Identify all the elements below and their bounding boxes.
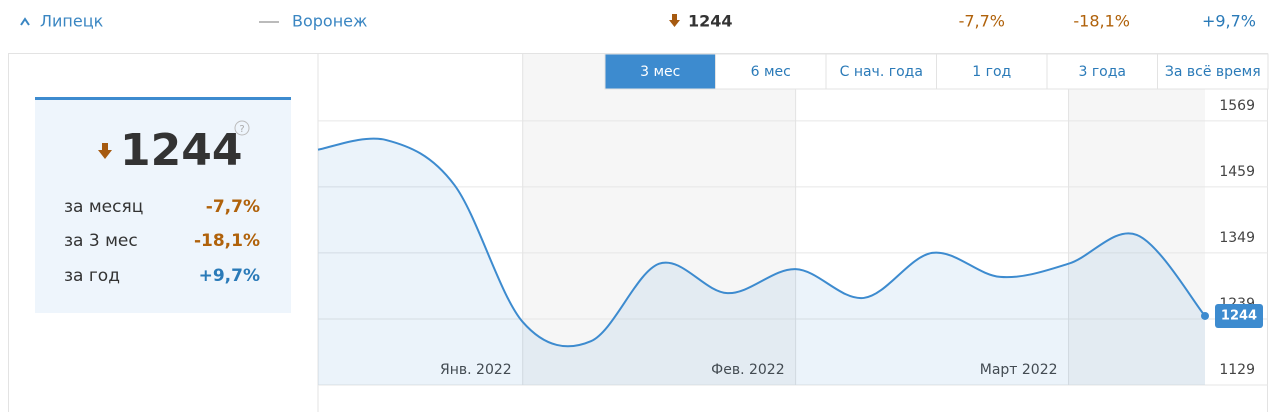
down-arrow — [669, 14, 680, 27]
tab-label[interactable]: 1 год — [972, 64, 1011, 80]
tab[interactable] — [604, 53, 716, 90]
help-icon[interactable] — [234, 120, 250, 136]
tab-label[interactable]: С нач. года — [840, 64, 923, 80]
tab-label[interactable]: 3 мес — [640, 64, 680, 80]
row-value: -7,7% — [206, 197, 260, 217]
top-change: -18,1% — [1073, 12, 1130, 31]
row-value: +9,7% — [199, 266, 260, 286]
x-tick-label: Фев. 2022 — [711, 362, 784, 378]
collapse-icon[interactable] — [20, 17, 30, 26]
y-tick-label: 1459 — [1219, 164, 1255, 180]
value-badge — [1215, 303, 1263, 328]
month-band — [522, 54, 796, 385]
help-mark[interactable]: ? — [239, 124, 244, 135]
tab-label[interactable]: За всё время — [1165, 64, 1261, 80]
y-tick-label: 1569 — [1219, 98, 1255, 114]
tab[interactable] — [1157, 53, 1269, 90]
y-tick-label: 1349 — [1219, 230, 1255, 246]
tab-label[interactable]: 6 мес — [751, 64, 791, 80]
row-label: за месяц — [64, 197, 143, 217]
summary-panel — [35, 97, 291, 313]
x-tick-label: Янв. 2022 — [440, 362, 512, 378]
compare-link[interactable]: Воронеж — [292, 12, 367, 31]
month-band — [1068, 54, 1205, 385]
tab[interactable] — [1046, 53, 1158, 90]
area — [318, 138, 1205, 385]
x-tick-label: Март 2022 — [980, 362, 1058, 378]
y-tick-label: 1129 — [1219, 362, 1255, 378]
top-value: 1244 — [688, 12, 733, 31]
value-label: 1244 — [1221, 308, 1257, 323]
row-label: за год — [64, 266, 120, 286]
panel-value: 1244 — [120, 125, 242, 176]
tab[interactable] — [936, 53, 1048, 90]
tab[interactable] — [715, 53, 827, 90]
line — [317, 137, 1206, 348]
top-change: +9,7% — [1202, 12, 1256, 31]
tab-label[interactable]: 3 года — [1078, 64, 1126, 80]
down-arrow — [98, 143, 112, 159]
row-label: за 3 мес — [64, 231, 138, 251]
tab[interactable] — [825, 53, 937, 90]
end-point — [1201, 311, 1209, 320]
region-link[interactable]: Липецк — [40, 12, 104, 31]
panel-accent — [35, 97, 291, 100]
top-change: -7,7% — [959, 12, 1005, 31]
row-value: -18,1% — [194, 231, 260, 251]
